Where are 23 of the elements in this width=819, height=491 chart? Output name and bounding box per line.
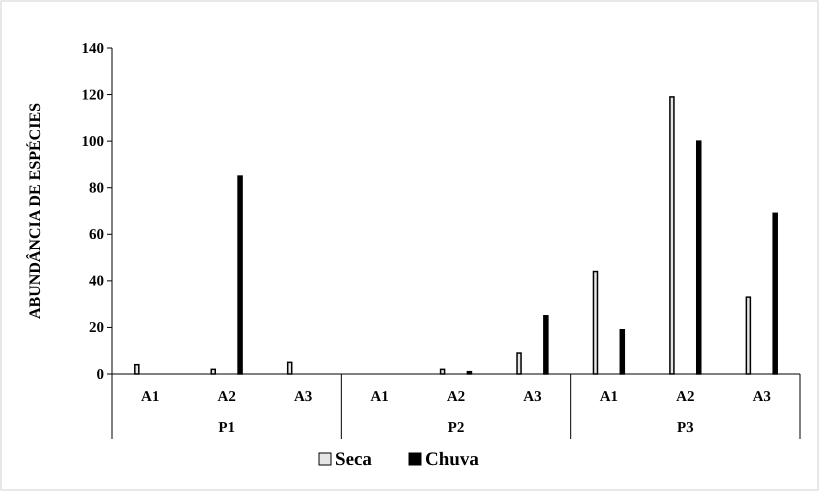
x-tick-label: A3 <box>752 389 771 405</box>
x-tick-label: A1 <box>600 389 618 405</box>
y-tick-label: 20 <box>89 320 104 336</box>
y-tick-label: 120 <box>82 87 104 104</box>
x-tick-label: A2 <box>676 389 695 405</box>
y-tick-label: 140 <box>82 40 104 57</box>
y-tick-label: 80 <box>89 180 104 197</box>
x-tick-label: A2 <box>446 389 466 405</box>
text: P3 <box>676 420 694 436</box>
x-tick-label: A2 <box>217 389 236 405</box>
y-tick-label: 0 <box>96 366 104 383</box>
legend-label: Seca <box>335 449 372 470</box>
y-tick-label: 100 <box>82 134 104 150</box>
x-tick-label: A3 <box>523 389 542 405</box>
text: P1 <box>218 420 236 436</box>
y-tick-label: 40 <box>89 274 104 290</box>
y-tick-label: 60 <box>89 227 104 244</box>
legend-label: Chuva <box>425 449 480 470</box>
x-tick-label: A1 <box>370 389 389 405</box>
x-tick-label: A1 <box>141 389 160 405</box>
text: P2 <box>448 420 464 436</box>
y-axis-title: ABUNDÂNCIA DE ESPÉCIES <box>26 102 44 320</box>
x-tick-label: A3 <box>294 389 312 405</box>
